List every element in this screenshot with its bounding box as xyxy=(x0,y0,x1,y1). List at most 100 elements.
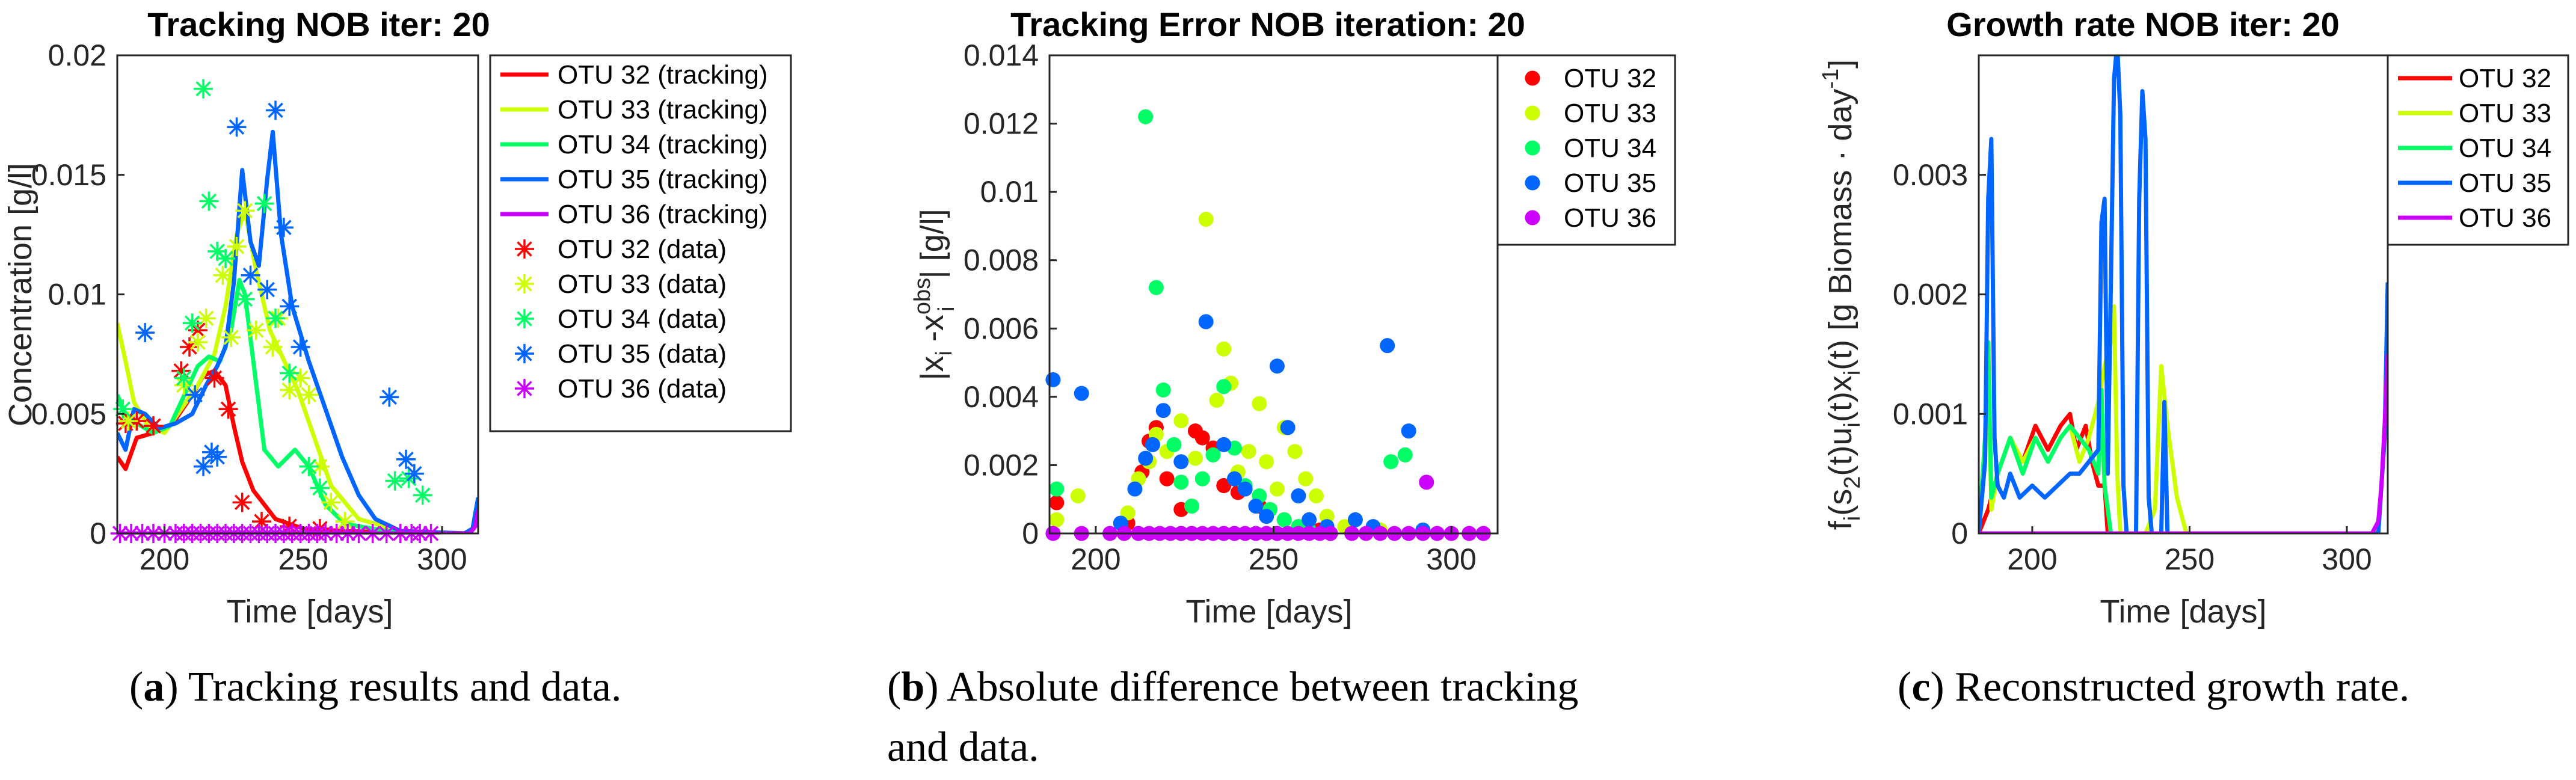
caption-c-letter: c xyxy=(1911,664,1930,710)
chart-a-point-otu-35 xyxy=(227,117,247,137)
chart-a-point-otu-34 xyxy=(385,471,405,491)
chart-b-point-otu-35 xyxy=(1291,488,1306,504)
chart-b-xtick-label: 250 xyxy=(1249,542,1299,576)
chart-a-point-otu-33 xyxy=(280,380,300,400)
chart-b-point-otu-34 xyxy=(1216,379,1232,395)
chart-a-ytick-label: 0.01 xyxy=(48,278,106,312)
chart-a-legend-box xyxy=(489,54,792,432)
chart-b-ytick-label: 0.006 xyxy=(964,312,1039,345)
legend-star-swatch xyxy=(515,309,534,328)
chart-b-point-otu-33 xyxy=(1252,396,1267,411)
chart-a-point-otu-33 xyxy=(246,321,266,340)
chart-b-point-otu-35 xyxy=(1226,471,1242,487)
chart-b-point-otu-34 xyxy=(1173,474,1189,490)
chart-b-point-otu-35 xyxy=(1302,512,1317,527)
chart-c-plot-area xyxy=(1979,55,2388,533)
chart-a-point-otu-33 xyxy=(299,385,319,405)
chart-b-ylabel-sup: obs xyxy=(910,278,935,315)
chart-b-point-otu-33 xyxy=(1209,393,1225,408)
chart-b-xtick-label: 300 xyxy=(1426,542,1476,576)
chart-b-point-otu-33 xyxy=(1173,413,1189,429)
chart-b-ytick-label: 0 xyxy=(1022,517,1039,550)
chart-c-xtick-label: 250 xyxy=(2165,542,2215,576)
chart-b-ytick-label: 0.004 xyxy=(964,380,1039,414)
chart-b-ylabel-sub: i xyxy=(934,306,959,311)
caption-b-letter: b xyxy=(901,664,924,710)
chart-a-ytick-label: 0.02 xyxy=(48,38,106,72)
chart-a-point-otu-34 xyxy=(235,289,255,309)
chart-a-point-otu-34 xyxy=(299,456,319,476)
chart-a-point-otu-34 xyxy=(216,248,235,268)
chart-a-point-otu-33 xyxy=(188,333,207,352)
chart-b-title: Tracking Error NOB iteration: 20 xyxy=(1010,5,1525,43)
legend-star-swatch xyxy=(515,344,534,363)
chart-a-xlabel: Time [days] xyxy=(226,594,393,630)
chart-c-ylabel-part: (s xyxy=(1822,489,1858,516)
chart-a-point-otu-35 xyxy=(290,337,310,357)
caption-c: (c) Reconstructed growth rate. xyxy=(1898,664,2409,710)
chart-a-line-otu-35 xyxy=(117,129,478,533)
chart-a-point-otu-35 xyxy=(135,323,155,343)
chart-c-ylabel-part: ] xyxy=(1822,60,1858,69)
chart-b-ytick-label: 0.014 xyxy=(964,38,1039,72)
legend-label: OTU 36 xyxy=(1564,203,1656,233)
chart-b-ytick-label: 0.002 xyxy=(964,448,1039,482)
chart-c-line-otu-33 xyxy=(1979,304,2379,533)
chart-b-point-otu-33 xyxy=(1070,488,1086,504)
legend-star-swatch xyxy=(515,274,534,293)
chart-b-xlabel: Time [days] xyxy=(1185,594,1352,630)
chart-b-point-otu-32 xyxy=(1194,430,1210,446)
chart-c-ylabel-sub: i xyxy=(1840,422,1865,427)
chart-a-point-otu-32 xyxy=(204,368,224,388)
chart-b-point-otu-35 xyxy=(1269,358,1285,374)
chart-b-point-otu-34 xyxy=(1205,447,1221,462)
chart-a-point-otu-34 xyxy=(113,399,133,419)
chart-b-point-otu-35 xyxy=(1380,338,1395,354)
legend-dot-swatch xyxy=(1525,105,1540,121)
chart-b-point-otu-35 xyxy=(1216,437,1232,452)
chart-a-point-otu-34 xyxy=(413,485,432,505)
chart-b-ytick-label: 0.01 xyxy=(980,175,1039,209)
chart-a-point-otu-35 xyxy=(185,385,205,405)
chart-a-point-otu-34 xyxy=(266,309,286,328)
chart-a-point-otu-33 xyxy=(263,337,283,357)
chart-b-ylabel: |xi -xobsi| [g/l] xyxy=(910,209,959,380)
chart-b-point-otu-34 xyxy=(1155,382,1171,398)
chart-a-point-otu-34 xyxy=(280,363,300,383)
legend-label: OTU 34 xyxy=(2459,134,2551,163)
chart-b-point-otu-35 xyxy=(1280,420,1296,435)
chart-a-point-otu-34 xyxy=(194,79,214,99)
legend-star-swatch xyxy=(515,379,534,398)
chart-b-point-otu-33 xyxy=(1259,454,1274,470)
chart-a-point-otu-33 xyxy=(213,265,233,285)
legend-label: OTU 32 xyxy=(2459,64,2551,93)
panel-a: Tracking NOB iter: 20 200 250 300 0 0.005 0.0… xyxy=(2,5,792,630)
chart-c-line-otu-35 xyxy=(1979,55,2388,533)
chart-c-ylabel-sup: -1 xyxy=(1818,69,1843,89)
chart-c-ytick-label: 0.002 xyxy=(1893,278,1968,312)
chart-c-ylabel-sub: i xyxy=(1840,516,1865,521)
chart-a-point-otu-33 xyxy=(196,309,216,328)
caption-a-letter: a xyxy=(143,664,164,710)
chart-a-point-otu-33 xyxy=(290,368,310,388)
chart-c-ytick-label: 0.003 xyxy=(1893,158,1968,192)
chart-b-point-otu-34 xyxy=(1383,454,1399,470)
chart-b-point-otu-34 xyxy=(1397,447,1413,462)
chart-b-point-otu-33 xyxy=(1241,444,1256,459)
caption-b-line2: and data. xyxy=(887,724,1039,770)
legend-dot-swatch xyxy=(1525,140,1540,156)
chart-a-line-otu-36 xyxy=(117,509,478,533)
chart-b-point-otu-35 xyxy=(1347,512,1363,527)
caption-c-text: Reconstructed growth rate. xyxy=(1944,664,2410,710)
legend-label: OTU 35 xyxy=(2459,168,2551,198)
chart-b-point-otu-33 xyxy=(1216,341,1232,357)
legend-label: OTU 33 xyxy=(1564,99,1656,128)
chart-a-point-otu-33 xyxy=(235,201,255,221)
chart-b-point-otu-33 xyxy=(1287,444,1303,459)
chart-a-point-otu-32 xyxy=(144,416,163,436)
legend-dot-swatch xyxy=(1525,70,1540,86)
chart-c-legend: OTU 32 OTU 33 OTU 34 OTU 35 OTU 36 xyxy=(2387,54,2569,246)
chart-a-point-otu-32 xyxy=(218,399,238,419)
chart-b-point-otu-35 xyxy=(1074,385,1089,401)
